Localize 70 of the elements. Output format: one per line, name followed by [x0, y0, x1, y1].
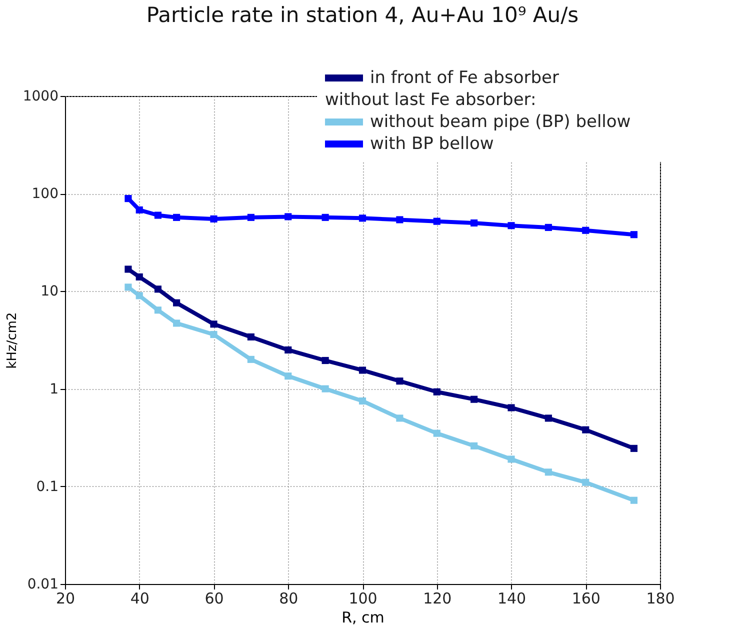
point	[470, 442, 478, 450]
point	[124, 266, 132, 273]
point	[284, 346, 292, 354]
x-tick-label: 80	[279, 590, 298, 608]
x-tick-label: 60	[204, 590, 224, 608]
point	[173, 320, 180, 327]
point	[508, 404, 515, 412]
x-tick-label: 40	[130, 590, 150, 608]
point	[247, 214, 254, 221]
point	[154, 306, 162, 314]
point	[508, 222, 515, 230]
x-tick-label: 120	[423, 590, 452, 608]
point	[284, 213, 292, 220]
point	[508, 456, 515, 463]
point	[544, 224, 552, 231]
legend-label: with BP bellow	[370, 134, 494, 154]
point	[544, 414, 552, 422]
point	[433, 218, 440, 225]
point	[136, 292, 143, 300]
chart-title: Particle rate in station 4, Au+Au 10⁹ Au/s	[146, 3, 579, 27]
point	[154, 286, 162, 293]
y-tick-label: 100	[32, 186, 58, 202]
point	[396, 414, 404, 422]
point	[247, 356, 254, 363]
point	[124, 284, 132, 291]
y-axis-title: kHz/cm2	[4, 312, 20, 369]
x-tick-label: 180	[646, 590, 675, 608]
y-tick-label: 0.1	[36, 478, 58, 495]
point	[210, 320, 218, 328]
point	[247, 333, 254, 340]
point	[358, 214, 366, 222]
x-tick-label: 160	[572, 590, 600, 608]
point	[470, 219, 478, 227]
point	[396, 378, 404, 385]
point	[136, 273, 143, 280]
point	[284, 372, 292, 380]
point	[582, 478, 590, 486]
point	[582, 226, 590, 234]
point	[433, 430, 440, 437]
x-tick-label: 140	[497, 590, 526, 608]
point	[136, 206, 143, 214]
point	[544, 468, 552, 476]
x-axis-title: R, cm	[342, 608, 384, 626]
point	[396, 216, 404, 224]
point	[630, 231, 638, 238]
point	[470, 396, 478, 403]
point	[173, 299, 180, 306]
point	[322, 356, 329, 364]
legend-label: without beam pipe (BP) bellow	[370, 112, 631, 132]
x-tick-label: 20	[56, 590, 76, 608]
point	[630, 496, 638, 504]
point	[582, 426, 590, 434]
point	[210, 330, 218, 338]
y-tick-label: 0.01	[27, 576, 58, 592]
point	[433, 388, 440, 396]
y-tick-label: 10	[40, 284, 58, 300]
annotation: without last Fe absorber:	[325, 90, 536, 110]
point	[322, 385, 329, 392]
point	[358, 397, 366, 405]
point	[630, 444, 638, 452]
legend-label: in front of Fe absorber	[370, 68, 559, 88]
point	[154, 212, 162, 219]
point	[173, 214, 180, 221]
point	[322, 214, 329, 221]
y-tick-label: 1	[50, 381, 58, 398]
y-tick-label: 1000	[22, 88, 58, 104]
point	[210, 215, 218, 222]
point	[124, 195, 132, 202]
x-tick-label: 100	[348, 590, 378, 608]
point	[358, 366, 366, 374]
